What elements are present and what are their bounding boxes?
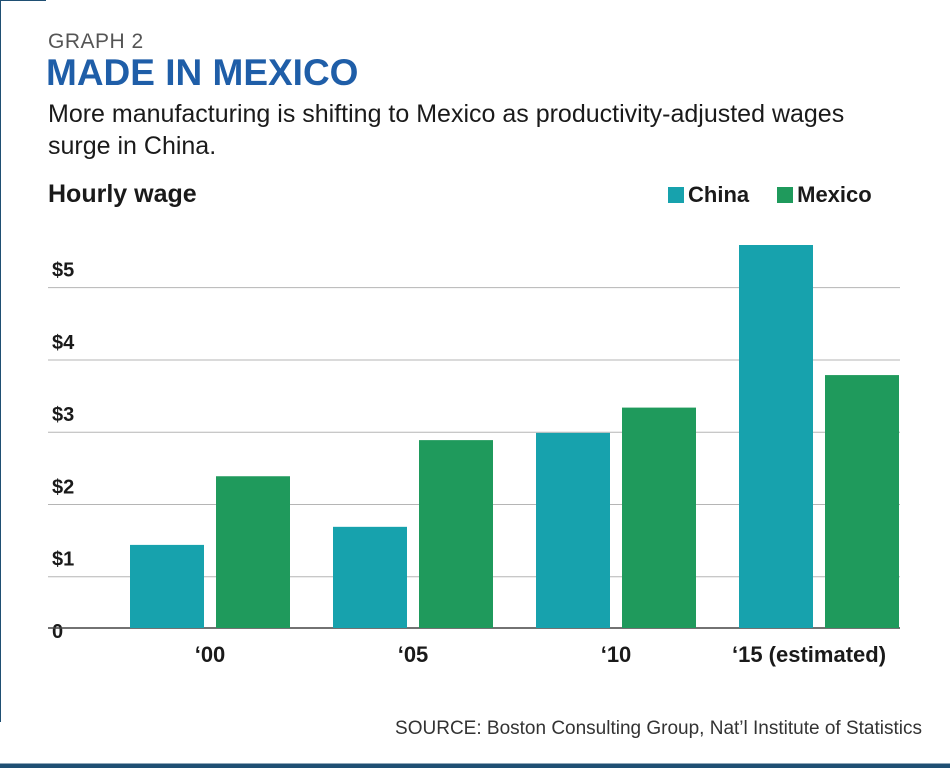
x-tick-label: ‘05 — [398, 642, 429, 667]
y-axis-label: Hourly wage — [48, 180, 197, 208]
x-tick-label: ‘00 — [195, 642, 226, 667]
y-tick-label: $1 — [52, 549, 74, 571]
bar-mexico-3 — [825, 375, 899, 628]
y-tick-label: $3 — [52, 404, 74, 426]
legend-swatch-mexico — [777, 187, 794, 203]
legend-label-mexico: Mexico — [797, 182, 872, 207]
legend-label-china: China — [688, 182, 750, 207]
y-tick-label: $5 — [52, 260, 74, 282]
bar-china-1 — [333, 526, 407, 628]
legend: China Mexico — [668, 182, 900, 208]
graph-number: GRAPH 2 — [48, 30, 144, 53]
bar-mexico-1 — [419, 440, 493, 628]
y-tick-label: $4 — [52, 332, 75, 354]
y-tick-label: 0 — [52, 621, 63, 643]
chart-subtitle: More manufacturing is shifting to Mexico… — [48, 100, 845, 160]
x-tick-label: ‘10 — [601, 642, 632, 667]
bar-mexico-2 — [622, 407, 696, 628]
bar-china-0 — [130, 544, 204, 628]
legend-item-mexico: Mexico — [777, 182, 872, 208]
bar-china-2 — [536, 432, 610, 628]
bar-mexico-0 — [216, 476, 290, 628]
bar-china-3 — [739, 245, 813, 628]
source-note: SOURCE: Boston Consulting Group, Nat’l I… — [395, 718, 922, 739]
legend-swatch-china — [668, 187, 684, 203]
x-tick-label: ‘15 (estimated) — [732, 642, 886, 667]
y-tick-label: $2 — [52, 476, 74, 498]
chart-title: MADE IN MEXICO — [46, 52, 359, 93]
legend-item-china: China — [668, 182, 749, 208]
